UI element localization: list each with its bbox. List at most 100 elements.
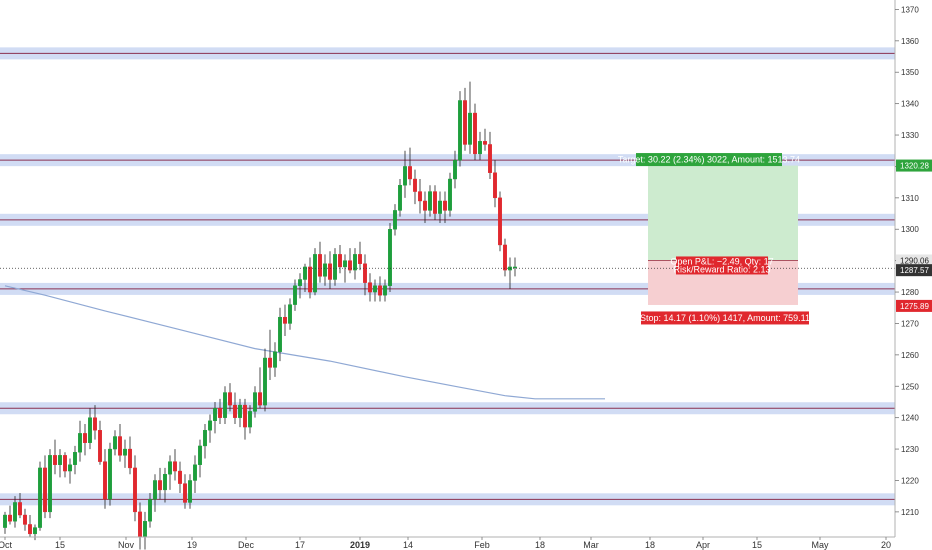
candle[interactable] [428,185,433,217]
candle[interactable] [483,128,488,151]
candle[interactable] [308,257,313,299]
candle[interactable] [117,423,122,462]
candle[interactable] [373,279,378,302]
candle[interactable] [72,445,77,475]
candle[interactable] [87,408,92,450]
candle[interactable] [82,423,87,456]
profit-zone[interactable] [648,165,798,261]
candle[interactable] [288,298,293,330]
candle[interactable] [393,204,398,236]
candle[interactable] [207,414,212,443]
candle[interactable] [107,442,112,506]
candle[interactable] [252,386,257,418]
candle[interactable] [273,342,278,377]
candle[interactable] [63,452,68,478]
candle[interactable] [92,405,97,440]
candle[interactable] [433,185,438,220]
candle[interactable] [7,505,12,525]
candle[interactable] [258,367,263,409]
candle[interactable] [227,383,232,412]
stop-label[interactable]: Stop: 14.17 (1.10%) 1417, Amount: 759.11 [640,311,810,325]
candle[interactable] [217,398,222,424]
candle[interactable] [247,405,252,434]
entry-price-tag[interactable]: 1290.06 [896,254,932,267]
candle[interactable] [313,248,318,296]
candle[interactable] [53,439,58,475]
candle[interactable] [77,420,82,462]
candle[interactable] [202,423,207,459]
candle[interactable] [423,191,428,223]
candle[interactable] [503,238,508,277]
candle[interactable] [237,398,242,428]
candle[interactable] [263,348,268,412]
candle[interactable] [398,179,403,217]
candle[interactable] [303,263,308,293]
candle[interactable] [167,455,172,490]
candle[interactable] [3,511,7,534]
candle[interactable] [147,493,152,528]
candle[interactable] [58,449,63,478]
candle[interactable] [97,420,102,465]
candle[interactable] [43,455,48,519]
candle[interactable] [122,439,127,468]
candle[interactable] [443,191,448,223]
candle[interactable] [473,103,478,161]
candle[interactable] [268,329,273,380]
candle[interactable] [493,160,498,208]
last-price-tag[interactable]: 1287.57 [896,264,932,277]
candle[interactable] [408,147,413,186]
candle[interactable] [278,307,283,362]
candle[interactable] [12,496,17,528]
candle[interactable] [333,248,338,286]
candle[interactable] [142,511,147,550]
candle[interactable] [388,222,393,293]
candle[interactable] [418,179,423,214]
candle[interactable] [403,150,408,198]
candle[interactable] [358,241,363,271]
candle[interactable] [368,273,373,302]
candle[interactable] [152,474,157,512]
candle[interactable] [38,461,43,531]
candle[interactable] [222,386,227,424]
candle[interactable] [513,257,518,277]
candle[interactable] [187,474,192,509]
candle[interactable] [298,273,303,299]
candle[interactable] [293,279,298,311]
candle[interactable] [458,91,463,167]
candle[interactable] [318,241,323,283]
candle[interactable] [488,131,493,179]
stop-price-tag[interactable]: 1275.89 [896,299,932,312]
candle[interactable] [378,276,383,302]
candle[interactable] [323,254,328,286]
candle[interactable] [242,398,247,440]
candle[interactable] [137,502,142,550]
candle[interactable] [448,172,453,217]
candle[interactable] [383,279,388,302]
candle[interactable] [28,515,33,537]
candle[interactable] [132,455,137,522]
candle[interactable] [162,467,167,503]
candle[interactable] [177,461,182,494]
candle[interactable] [468,81,473,154]
candle[interactable] [413,169,418,205]
candle[interactable] [353,248,358,280]
candle[interactable] [348,248,353,274]
candle[interactable] [127,436,132,475]
candle[interactable] [453,150,458,189]
candle[interactable] [478,131,483,161]
target-label[interactable]: Target: 30.22 (2.34%) 3022, Amount: 1513… [618,153,800,167]
candle[interactable] [18,493,23,519]
candle[interactable] [23,508,28,531]
candle[interactable] [232,392,237,424]
candle[interactable] [338,244,343,274]
candle[interactable] [182,474,187,509]
candle[interactable] [212,401,217,434]
candle[interactable] [498,191,503,252]
candle[interactable] [112,430,117,456]
candle[interactable] [48,449,53,519]
candle[interactable] [283,304,288,337]
candle[interactable] [463,87,468,151]
candle[interactable] [197,439,202,478]
